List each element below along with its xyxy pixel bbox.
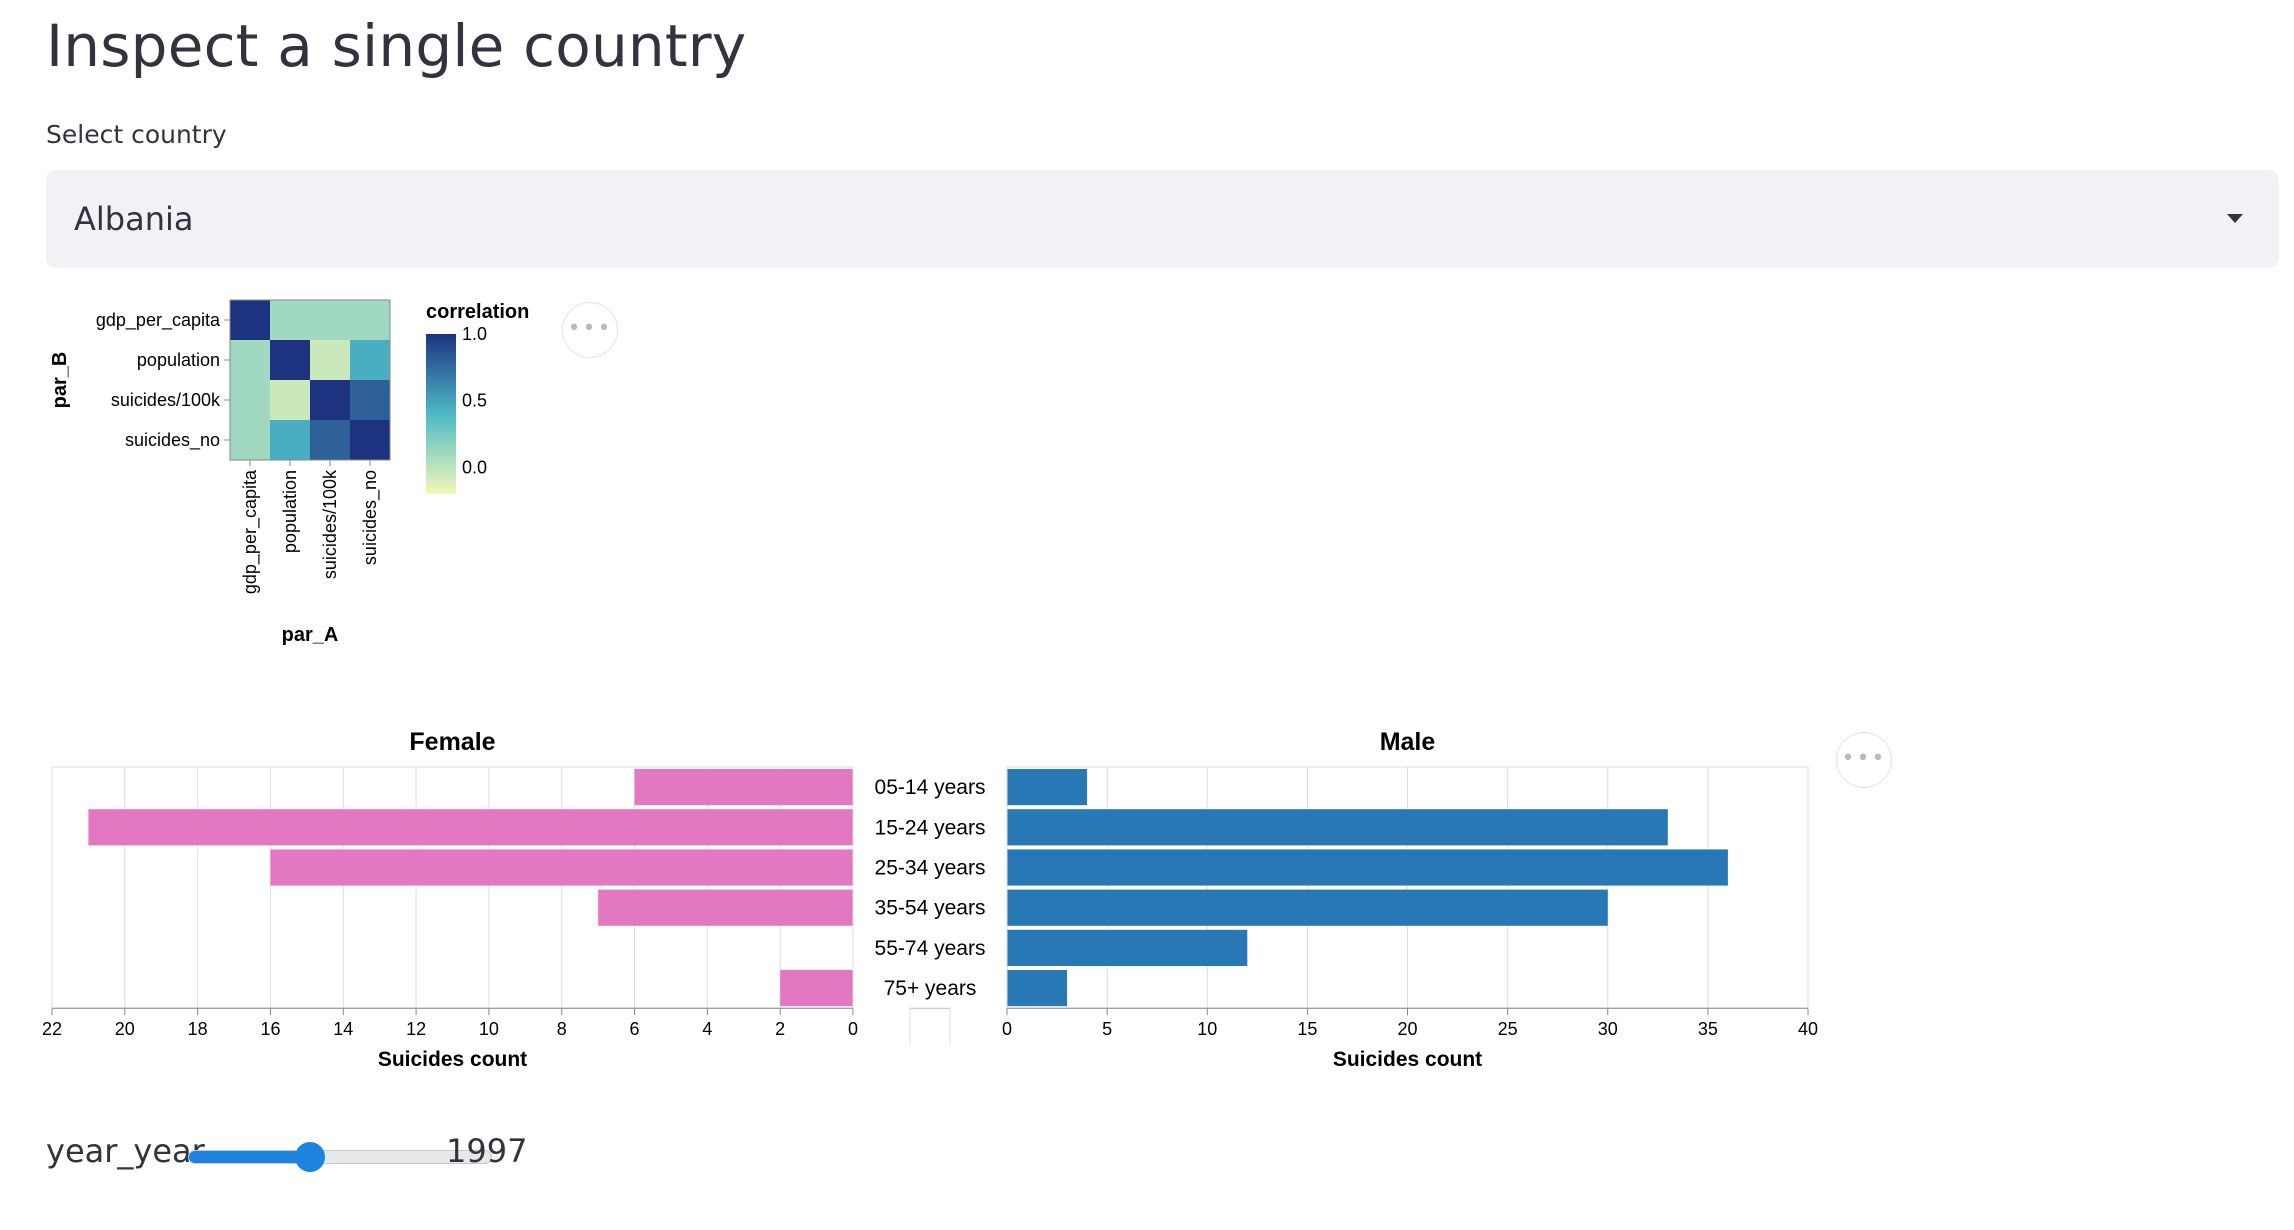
select-country-label: Select country xyxy=(46,120,227,149)
age-pyramid-chart: Female 0 2 4 6 8 10 12 14 16 18 20 22 Suicides count 0… xyxy=(42,728,1818,1071)
male-x-tick-label: 0 xyxy=(1002,1019,1012,1039)
male-x-tick-label: 25 xyxy=(1498,1019,1518,1039)
male-x-tick-label: 10 xyxy=(1197,1019,1217,1039)
female-panel-title: Female xyxy=(409,728,495,756)
female-x-tick-label: 10 xyxy=(479,1019,499,1039)
male-x-axis-title: Suicides count xyxy=(1333,1048,1482,1071)
heatmap-cell xyxy=(350,380,390,420)
male-x-tick-label: 5 xyxy=(1102,1019,1112,1039)
male-x-tick-label: 30 xyxy=(1598,1019,1618,1039)
male-bar xyxy=(1007,849,1728,886)
heatmap-cell xyxy=(230,420,270,460)
more-horizontal-icon: ••• xyxy=(567,316,613,341)
country-select-value: Albania xyxy=(74,200,194,238)
female-x-tick-label: 4 xyxy=(702,1019,712,1039)
age-group-label: 25-34 years xyxy=(875,857,986,880)
male-bar xyxy=(1007,769,1088,806)
heatmap-frame xyxy=(229,299,391,461)
heatmap-cell xyxy=(230,300,270,340)
x-tick-label: suicides_no xyxy=(360,470,381,565)
male-x-tick-label: 20 xyxy=(1397,1019,1417,1039)
pyramid-menu-button[interactable]: ••• xyxy=(1836,732,1892,788)
female-x-axis-title: Suicides count xyxy=(378,1048,527,1071)
heatmap-cell xyxy=(350,300,390,340)
heatmap-cell xyxy=(310,300,350,340)
male-x-tick-label: 40 xyxy=(1798,1019,1818,1039)
heatmap-cell xyxy=(270,340,310,380)
age-group-label: 05-14 years xyxy=(875,776,986,799)
female-x-tick-label: 20 xyxy=(115,1019,135,1039)
x-tick-label: population xyxy=(280,470,300,553)
female-x-tick-label: 18 xyxy=(188,1019,208,1039)
x-axis-title: par_A xyxy=(282,624,339,646)
male-bar xyxy=(1007,889,1608,926)
female-bar xyxy=(270,849,853,886)
legend-tick-label: 0.0 xyxy=(462,457,487,477)
correlation-heatmap: gdp_per_capita population suicides/100k sui… xyxy=(49,299,529,646)
year-slider: year_year 1997 xyxy=(46,1124,646,1184)
heatmap-cell xyxy=(350,420,390,460)
y-tick-label: gdp_per_capita xyxy=(96,310,221,331)
legend-tick-label: 0.5 xyxy=(462,391,487,411)
female-bar xyxy=(634,769,853,806)
female-x-tick-label: 6 xyxy=(630,1019,640,1039)
chevron-down-icon xyxy=(2227,214,2243,223)
female-x-tick-label: 8 xyxy=(557,1019,567,1039)
male-bar xyxy=(1007,970,1068,1007)
female-bar xyxy=(88,809,854,846)
year-slider-label: year_year xyxy=(46,1132,205,1170)
heatmap-cell xyxy=(310,420,350,460)
legend-gradient xyxy=(426,334,456,494)
male-x-tick-label: 35 xyxy=(1698,1019,1718,1039)
female-x-tick-label: 16 xyxy=(260,1019,280,1039)
heatmap-cell xyxy=(350,340,390,380)
age-group-label: 75+ years xyxy=(884,977,977,1000)
female-x-tick-label: 2 xyxy=(775,1019,785,1039)
female-bar xyxy=(598,889,853,926)
female-x-tick-label: 14 xyxy=(333,1019,353,1039)
page-title: Inspect a single country xyxy=(46,12,747,80)
male-bar xyxy=(1007,929,1248,966)
female-x-tick-label: 0 xyxy=(848,1019,858,1039)
year-slider-value: 1997 xyxy=(446,1132,528,1170)
male-x-tick-label: 15 xyxy=(1297,1019,1317,1039)
heatmap-cell xyxy=(310,380,350,420)
age-group-label: 15-24 years xyxy=(875,816,986,839)
female-x-tick-label: 22 xyxy=(42,1019,62,1039)
heatmap-cell xyxy=(270,300,310,340)
y-tick-label: suicides/100k xyxy=(111,390,221,410)
year-slider-track[interactable] xyxy=(188,1142,492,1172)
heatmap-cell xyxy=(270,420,310,460)
heatmap-cell xyxy=(270,380,310,420)
y-tick-label: suicides_no xyxy=(125,430,220,451)
x-tick-label: suicides/100k xyxy=(320,469,340,579)
heatmap-cell xyxy=(230,380,270,420)
heatmap-cell xyxy=(310,340,350,380)
age-group-label: 35-54 years xyxy=(875,897,986,920)
female-x-tick-label: 12 xyxy=(406,1019,426,1039)
legend-title: correlation xyxy=(426,301,529,323)
male-bar xyxy=(1007,809,1668,846)
year-slider-fill xyxy=(189,1151,310,1163)
heatmap-cell xyxy=(230,340,270,380)
heatmap-menu-button[interactable]: ••• xyxy=(562,302,618,358)
legend-tick-label: 1.0 xyxy=(462,324,487,344)
country-select[interactable]: Albania xyxy=(46,170,2279,268)
age-group-label: 55-74 years xyxy=(875,937,986,960)
male-panel-title: Male xyxy=(1380,728,1436,756)
y-axis-title: par_B xyxy=(49,352,71,409)
x-tick-label: gdp_per_capita xyxy=(240,469,261,594)
y-tick-label: population xyxy=(137,350,220,370)
year-slider-thumb[interactable] xyxy=(294,1142,325,1172)
female-bar xyxy=(780,970,853,1007)
more-horizontal-icon: ••• xyxy=(1841,746,1887,771)
